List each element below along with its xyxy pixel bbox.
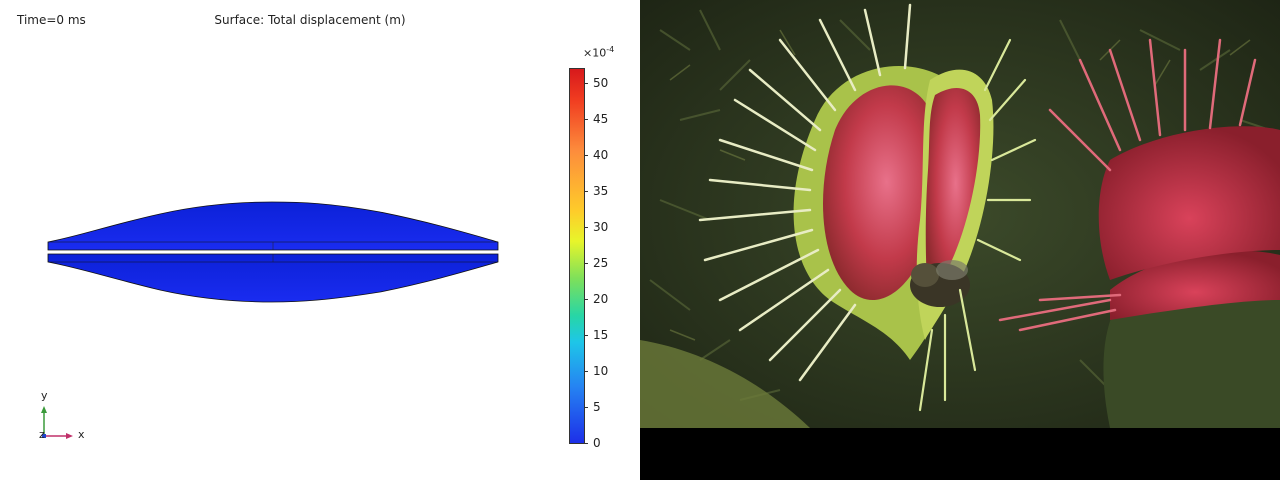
time-label: Time=0 ms [17,13,86,27]
colorbar-tick: 40 [593,148,609,162]
axis-triad: y z x [36,386,96,446]
colorbar-tick: 25 [593,256,609,270]
colorbar-exponent: ×10-4 [583,45,614,60]
colorbar-tick-mark [584,335,588,336]
exponent-base: ×10 [583,46,607,60]
plot-title: Surface: Total displacement (m) [0,13,640,27]
exponent-power: -4 [606,45,615,54]
colorbar-tick-mark [584,227,588,228]
colorbar-tick-mark [584,155,588,156]
colorbar-tick-mark [584,371,588,372]
colorbar-tick-mark [584,83,588,84]
colorbar [569,68,585,444]
simulation-panel: Time=0 ms Surface: Total displacement (m… [0,13,640,450]
colorbar-tick: 5 [593,400,601,414]
colorbar-tick: 20 [593,292,609,306]
colorbar-tick: 45 [593,112,609,126]
colorbar-tick: 30 [593,220,609,234]
colorbar-tick-mark [584,119,588,120]
colorbar-tick-mark [584,407,588,408]
colorbar-tick: 0 [593,436,601,450]
axis-y-label: y [41,389,48,402]
colorbar-tick: 10 [593,364,609,378]
axis-z-label: z [39,428,45,441]
colorbar-tick-mark [584,299,588,300]
photo-panel [640,0,1280,480]
axis-x-label: x [78,428,85,441]
colorbar-tick-mark [584,443,588,444]
upper-shell [47,201,499,251]
colorbar-tick: 50 [593,76,609,90]
colorbar-tick: 15 [593,328,609,342]
lower-shell [47,253,499,303]
colorbar-tick-mark [584,191,588,192]
lens-shell-plot [47,201,499,303]
axis-triad-arrows [41,406,73,439]
plot-title-text: Surface: Total displacement (m) [214,13,406,27]
venus-flytrap-photo [640,0,1280,428]
colorbar-tick-mark [584,263,588,264]
colorbar-tick: 35 [593,184,609,198]
